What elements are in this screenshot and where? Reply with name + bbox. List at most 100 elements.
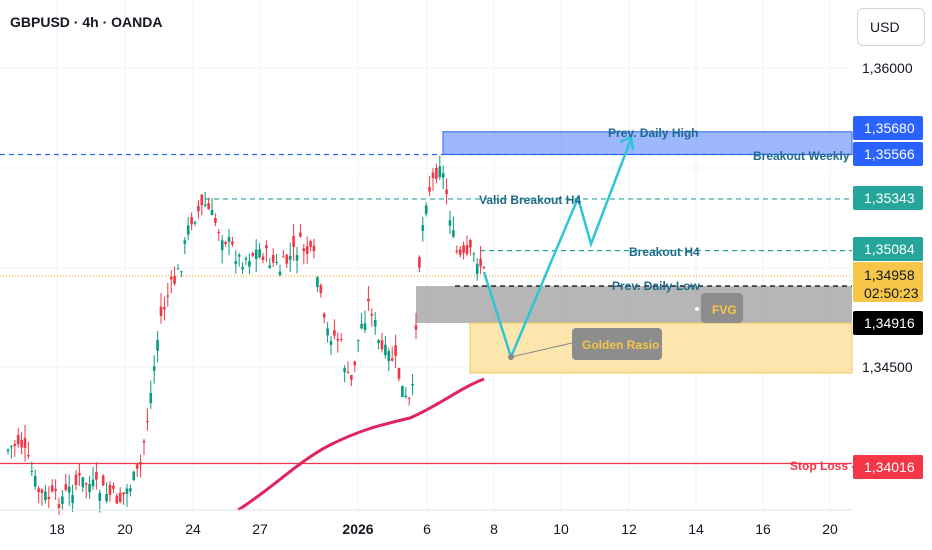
candle-body: [44, 491, 47, 501]
y-tick-label: 1,36000: [862, 60, 913, 76]
candle-body: [220, 240, 224, 251]
candlesticks: [6, 155, 486, 515]
candle-body: [166, 295, 170, 297]
prev-daily-high-label: Prev. Daily High: [608, 126, 698, 140]
candle-body: [448, 220, 452, 226]
candle-body: [414, 325, 418, 330]
candle-body: [472, 253, 476, 255]
candle-body: [251, 253, 255, 256]
candle-body: [390, 358, 394, 361]
candle-body: [95, 472, 98, 480]
candle-body: [61, 496, 64, 504]
candle-body: [418, 257, 421, 268]
candle-body: [431, 172, 435, 178]
candle-body: [163, 307, 166, 310]
candle-body: [346, 371, 350, 373]
candle-body: [84, 483, 88, 485]
candle-body: [350, 375, 353, 380]
candle-body: [302, 248, 306, 252]
price-label-value: 1,35084: [864, 241, 915, 257]
candle-body: [241, 267, 244, 270]
candle-body: [363, 323, 367, 330]
candle-body: [435, 167, 438, 179]
candle-body: [458, 249, 462, 255]
x-tick-label: 16: [755, 521, 771, 537]
candle-body: [292, 236, 295, 248]
candle-body: [112, 485, 115, 489]
x-tick-label: 24: [185, 521, 201, 537]
price-axis: 1,36000 1,34500 1,35680 1,35566 1,35343 1,350…: [853, 50, 932, 510]
time-axis: 18 20 24 27 2026 6 8 10 12 14 16 20: [0, 509, 852, 537]
x-tick-label: 14: [688, 521, 704, 537]
projection-path: [482, 138, 633, 361]
x-tick-label: 20: [822, 521, 838, 537]
x-tick-label: 10: [553, 521, 569, 537]
valid-breakout-label: Valid Breakout H4: [479, 193, 581, 207]
candle-body: [421, 225, 425, 231]
candle-body: [309, 241, 312, 247]
candle-body: [248, 261, 251, 267]
candle-body: [261, 256, 265, 260]
candle-body: [316, 277, 319, 288]
price-label-current: [853, 262, 923, 302]
candle-body: [169, 276, 173, 280]
x-tick-label: 6: [423, 521, 431, 537]
golden-ratio-badge: [572, 328, 662, 360]
x-tick-label: 20: [117, 521, 133, 537]
candle-body: [370, 313, 374, 316]
chart-title: GBPUSD · 4h · OANDA: [10, 14, 163, 30]
candle-body: [336, 339, 340, 341]
candle-body: [125, 488, 129, 494]
currency-button[interactable]: USD: [857, 8, 925, 46]
price-label-value: 1,34916: [864, 315, 915, 331]
current-price-value: 1,34958: [864, 267, 915, 283]
candle-body: [227, 236, 231, 242]
candle-body: [139, 462, 142, 465]
prev-daily-low-label: Prev. Daily Low: [612, 279, 700, 293]
candle-body: [322, 313, 326, 318]
candle-body: [20, 439, 23, 448]
candle-body: [88, 484, 91, 493]
candle-body: [193, 222, 197, 224]
candle-body: [394, 345, 397, 356]
candle-body: [122, 492, 125, 495]
fvg-label: FVG: [712, 303, 737, 317]
candle-body: [200, 194, 204, 206]
candle-body: [67, 486, 71, 493]
candle-body: [299, 232, 302, 237]
price-label-bg: [853, 142, 923, 166]
candle-body: [197, 205, 200, 212]
price-label-bg: [853, 186, 923, 210]
candle-body: [37, 488, 40, 492]
candle-body: [186, 225, 190, 235]
candle-body: [13, 443, 17, 446]
x-tick-label: 2026: [342, 521, 373, 537]
x-tick-label: 8: [490, 521, 498, 537]
candle-body: [329, 341, 333, 345]
candle-body: [129, 488, 132, 492]
chart-overlays: Prev. Daily High Breakout Weekly Valid Bre…: [237, 126, 855, 512]
candle-body: [115, 495, 119, 504]
candle-body: [142, 440, 146, 443]
x-tick-label: 18: [49, 521, 65, 537]
candle-body: [387, 351, 391, 362]
candle-body: [203, 204, 207, 206]
candle-body: [146, 421, 149, 423]
candle-body: [224, 241, 227, 244]
candle-body: [356, 339, 360, 341]
stop-loss-label: Stop Loss -: [790, 459, 855, 473]
candle-body: [462, 245, 465, 253]
candle-body: [64, 484, 68, 490]
candle-body: [149, 392, 153, 404]
candle-body: [397, 367, 401, 379]
y-tick-label: 1,34500: [862, 359, 913, 375]
candle-body: [285, 254, 289, 264]
candle-body: [217, 232, 221, 234]
candle-body: [305, 246, 309, 254]
breakout-weekly-label: Breakout Weekly: [753, 149, 850, 163]
candle-body: [401, 385, 404, 397]
candle-body: [407, 397, 411, 399]
price-label-bg: [853, 116, 923, 140]
golden-ratio-pointer: [510, 342, 573, 358]
